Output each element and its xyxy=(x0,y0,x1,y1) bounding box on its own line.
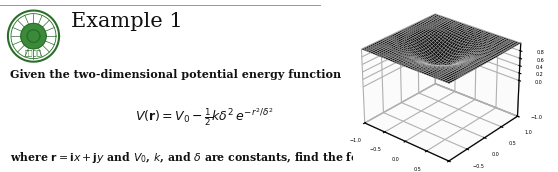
Text: الله: الله xyxy=(25,49,42,57)
Text: Example 1: Example 1 xyxy=(70,12,182,31)
Text: $V(\mathbf{r}) = V_0 - \frac{1}{2}k\delta^2\,e^{-r^2/\delta^2}$: $V(\mathbf{r}) = V_0 - \frac{1}{2}k\delt… xyxy=(134,107,273,128)
Text: where $\mathbf{r}=\mathbf{i}x+\mathbf{j}y$ and $V_0$, $k$, and $\delta$ are cons: where $\mathbf{r}=\mathbf{i}x+\mathbf{j}… xyxy=(9,150,437,165)
Circle shape xyxy=(21,24,46,48)
Text: Given the two-dimensional potential energy function: Given the two-dimensional potential ener… xyxy=(9,69,341,80)
